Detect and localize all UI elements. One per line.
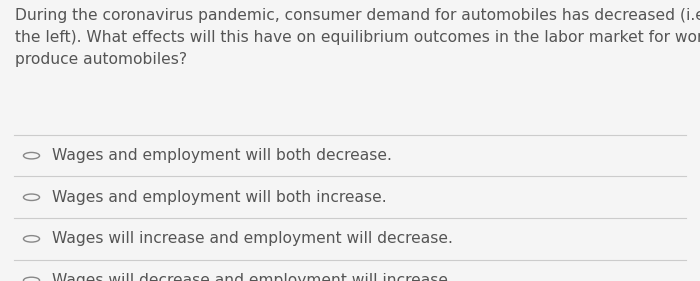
- Text: Wages and employment will both increase.: Wages and employment will both increase.: [52, 190, 387, 205]
- Text: During the coronavirus pandemic, consumer demand for automobiles has decreased (: During the coronavirus pandemic, consume…: [15, 8, 700, 67]
- Text: Wages will decrease and employment will increase.: Wages will decrease and employment will …: [52, 273, 454, 281]
- Text: Wages and employment will both decrease.: Wages and employment will both decrease.: [52, 148, 393, 163]
- Text: Wages will increase and employment will decrease.: Wages will increase and employment will …: [52, 231, 454, 246]
